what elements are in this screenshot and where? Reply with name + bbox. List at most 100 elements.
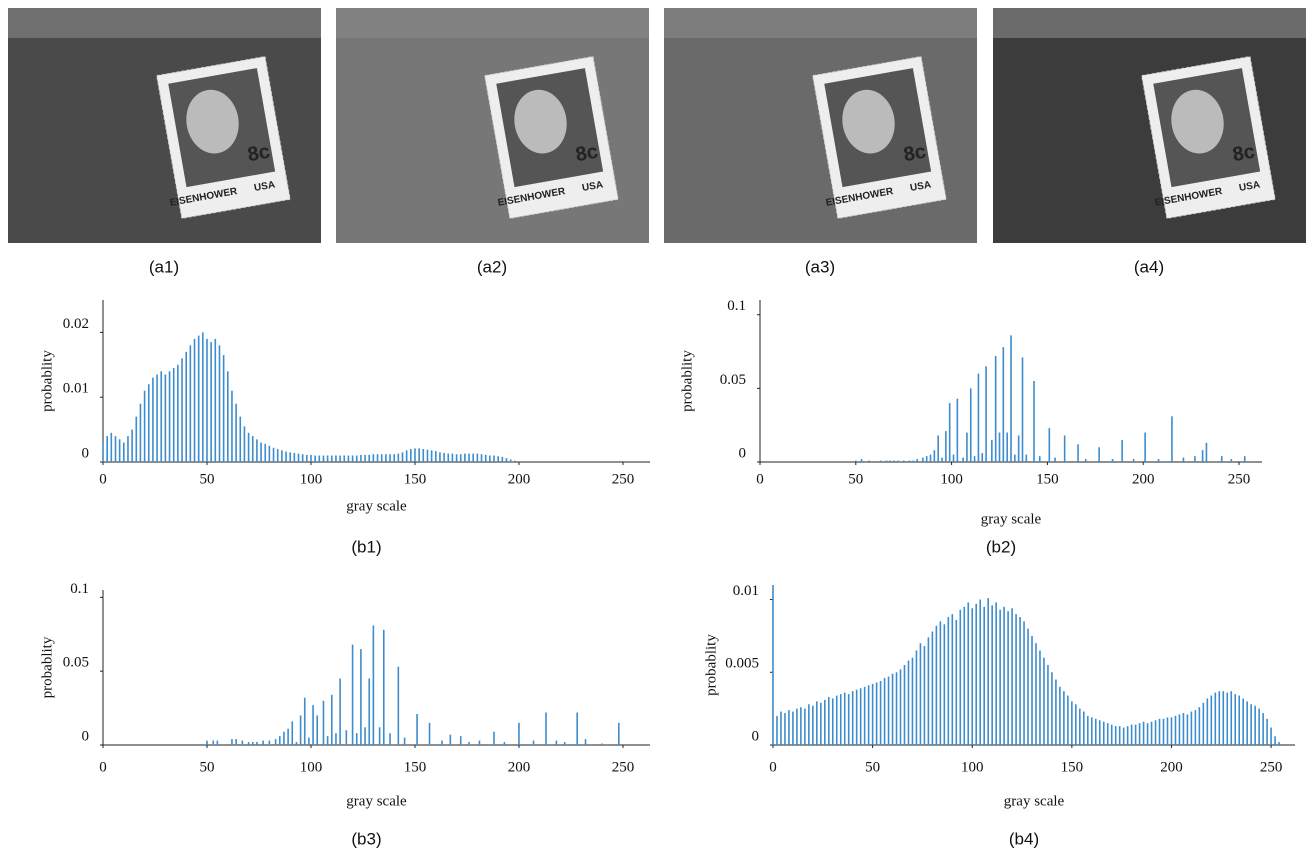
histogram-bar [202, 332, 204, 462]
histogram-bar [501, 456, 504, 462]
x-tick-label: 100 [300, 471, 323, 487]
histogram-bar [139, 403, 142, 462]
histogram-bar [135, 416, 138, 462]
histogram-bar [114, 436, 117, 462]
histogram-bar [1144, 432, 1146, 462]
histogram-bar [468, 453, 470, 462]
histogram-bar [963, 606, 966, 745]
histogram-bar [868, 460, 871, 462]
histogram-bar [895, 672, 898, 745]
histogram-bar [241, 740, 244, 745]
histogram-bar [847, 694, 850, 745]
histogram-bar [1278, 742, 1280, 745]
histogram-bar [916, 459, 918, 462]
histogram-bar [1114, 726, 1117, 745]
histogram-bar [555, 740, 558, 745]
histogram-bar [1035, 643, 1037, 745]
histogram-bar [410, 449, 412, 462]
histogram-bar [899, 669, 902, 745]
histogram-bar [835, 695, 838, 745]
histogram-bar [260, 442, 262, 462]
histogram-bar [935, 625, 938, 745]
histogram-bar [118, 439, 121, 462]
histogram-bar [451, 453, 454, 462]
histogram-bar [164, 374, 167, 462]
histogram-bar [285, 451, 287, 462]
histogram-bar [1051, 672, 1053, 745]
histogram-bar [929, 454, 932, 462]
histogram-bar [1262, 713, 1264, 745]
histogram-bar [505, 458, 508, 462]
image-caption: (a4) [1134, 257, 1164, 276]
histogram-bar [907, 660, 910, 745]
histogram-bar [977, 373, 980, 462]
histogram-bar [947, 617, 950, 745]
y-tick-label: 0 [752, 728, 760, 744]
histogram-bar [256, 439, 258, 462]
histogram-bar [339, 678, 341, 745]
histogram-bar [933, 450, 936, 462]
histogram-bar [368, 678, 371, 745]
histogram-bar [1205, 442, 1208, 462]
histogram-bar [927, 637, 930, 745]
histogram-bar [1031, 635, 1033, 745]
histogram-bar [1098, 720, 1101, 745]
histogram-bar [788, 710, 790, 745]
histogram-bar [181, 358, 183, 462]
histogram-bar [339, 455, 341, 462]
histogram-bar [172, 368, 175, 462]
histogram-bar [879, 681, 882, 745]
histogram-bar [952, 454, 955, 462]
histogram-bar [152, 377, 154, 462]
image-caption: (a2) [477, 257, 507, 276]
histogram-bar [455, 454, 458, 462]
histogram-bar [973, 456, 976, 462]
histogram-bar [776, 715, 778, 745]
histogram-bar [310, 454, 312, 462]
histogram-bar [902, 460, 905, 462]
histogram-bar [1043, 657, 1045, 745]
histogram-bar [147, 384, 150, 462]
histogram-bar [1038, 456, 1041, 462]
stamp-value: 8c [246, 141, 272, 167]
histogram-bar [343, 455, 346, 462]
histogram-bar [1075, 704, 1077, 745]
histogram-bar [389, 454, 391, 462]
histogram-bar [177, 364, 179, 462]
histogram-bar [1047, 665, 1049, 745]
histogram-bar [532, 740, 535, 745]
histogram-bar [1033, 381, 1035, 462]
histogram-bar [576, 712, 579, 745]
x-tick-label: 50 [848, 471, 863, 487]
histogram-bar [291, 721, 294, 745]
x-tick-label: 250 [612, 759, 635, 775]
chart-caption: (b1) [351, 537, 381, 556]
y-axis-label: probablity [39, 350, 55, 412]
histogram-bar [945, 431, 947, 462]
histogram-bar [893, 460, 895, 462]
histogram-bar [231, 739, 233, 745]
histogram-bar [102, 442, 104, 462]
histogram-bar [143, 390, 146, 462]
x-tick-label: 250 [1228, 471, 1251, 487]
image-caption: (a1) [149, 257, 179, 276]
histogram-bar [251, 436, 254, 462]
histogram-bar [376, 454, 379, 462]
histogram-bar [193, 338, 196, 462]
histogram-bar [879, 460, 882, 462]
histogram-bar [1142, 721, 1145, 745]
histogram-bar [843, 692, 846, 745]
x-axis-label: gray scale [346, 498, 407, 514]
histogram-bar [434, 450, 437, 462]
histogram-bar [1015, 614, 1017, 745]
histogram-bar [1170, 717, 1173, 745]
histogram-bar [1194, 710, 1197, 745]
x-tick-label: 150 [1061, 759, 1084, 775]
histogram-bar [948, 403, 951, 462]
histogram-bar [476, 453, 479, 462]
histogram-bar [428, 722, 431, 745]
histogram-bar [401, 452, 404, 462]
